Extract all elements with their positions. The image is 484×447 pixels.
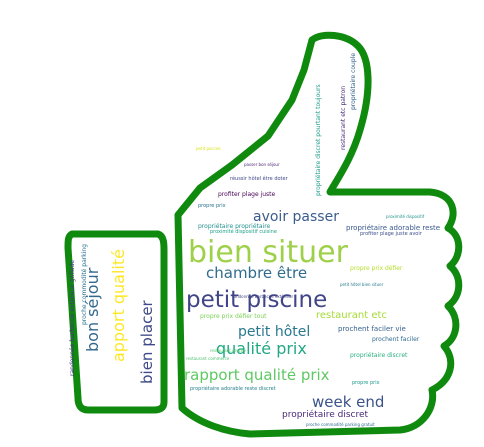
word-18: profiter plage juste — [218, 191, 276, 198]
word-35: propriétaire couple — [350, 53, 357, 110]
word-15: propriétaire adorable reste discret — [190, 385, 276, 392]
word-25: proximité dispositif cuisine — [210, 228, 277, 235]
word-33: passer bon séjour — [244, 162, 280, 167]
word-13: prochent faciler vie — [338, 325, 406, 333]
word-34: proximité dispositif — [386, 214, 425, 219]
word-30: propre prix défier — [350, 265, 403, 272]
word-31: petit hôtel bien situer — [340, 282, 384, 287]
word-14: propre prix défier tout — [200, 313, 267, 320]
word-29: profiter plage juste avoir — [360, 231, 423, 237]
word-0: bien situer — [188, 235, 349, 270]
sleeve-outline — [64, 230, 168, 414]
word-36: restaurant proche — [210, 348, 246, 353]
word-2: chambre être — [206, 264, 307, 282]
word-23: proche commodité parking — [81, 244, 88, 325]
word-24: réussir hôtel être doter — [230, 175, 289, 182]
word-21: restaurant etc patron — [340, 86, 347, 150]
word-28: propriétaire discret — [350, 352, 408, 359]
word-8: week end — [312, 393, 384, 411]
word-10: bon séjour — [83, 267, 102, 352]
word-1: petit piscine — [186, 287, 327, 313]
word-38: petit piscine — [196, 146, 221, 151]
word-5: petit hôtel — [238, 324, 310, 340]
word-19: propre prix — [198, 203, 226, 209]
word-22: randonnée barbecue extérieur grillade — [69, 260, 76, 376]
word-37: proche commodité parking gratuit — [306, 422, 375, 427]
word-11: apport qualité — [109, 249, 128, 362]
word-6: qualité prix — [216, 339, 307, 358]
word-26: prochent faciler — [372, 336, 420, 343]
word-27: restaurant commerce — [186, 356, 230, 361]
word-17: propriétaire propriétaire — [198, 223, 271, 230]
word-7: rapport qualité prix — [184, 366, 330, 384]
word-32: randonnée barbecue extérieur — [232, 294, 294, 299]
word-39: propre prix — [352, 380, 380, 386]
thumb-outline — [174, 31, 463, 438]
word-9: propriétaire discret — [282, 409, 369, 420]
word-12: bien placer — [138, 299, 156, 384]
word-4: restaurant etc — [316, 310, 387, 321]
word-20: propriétaire discret pourtant toujours — [315, 84, 322, 196]
word-16: propriétaire adorable reste — [346, 224, 440, 232]
word-3: avoir passer — [253, 209, 339, 225]
